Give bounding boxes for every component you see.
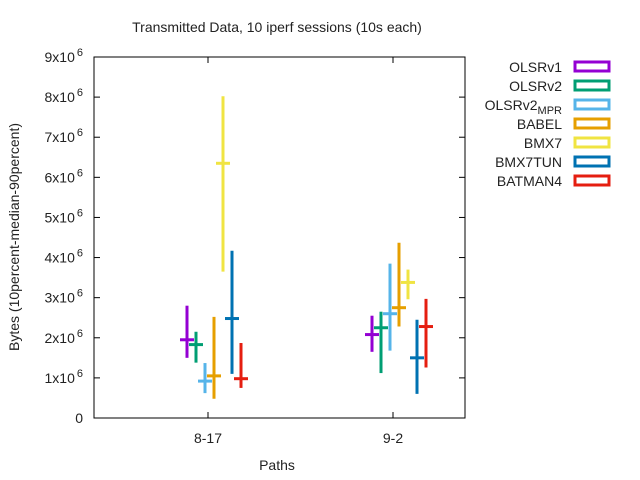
x-tick-label: 9-2 (383, 430, 403, 446)
legend-swatch (573, 174, 611, 187)
y-tick-label: 6x10 6 (45, 167, 83, 185)
legend-swatch (573, 117, 611, 130)
y-tick-label: 9x10 6 (45, 47, 83, 65)
y-axis-label: Bytes (10percent-median-90percent) (6, 123, 22, 351)
legend-label: BMX7TUN (495, 154, 562, 170)
series-layer (180, 96, 433, 399)
legend-swatch (573, 98, 611, 111)
legend-label: BATMAN4 (497, 173, 562, 189)
legend-label: OLSRv1 (509, 59, 562, 75)
y-tick-label: 2x10 6 (45, 328, 83, 346)
legend-label: BABEL (517, 116, 562, 132)
legend-label: BMX7 (524, 135, 562, 151)
y-axis: 0 1x10 6 2x10 6 3x10 6 4x10 6 5x10 6 6x10 6 7x10 6 8x10… (45, 47, 465, 426)
legend-swatch (573, 60, 611, 73)
y-tick-label: 3x10 6 (45, 288, 83, 306)
y-tick-label: 5x10 6 (45, 207, 83, 225)
y-tick-label: 4x10 6 (45, 248, 83, 266)
y-tick-label: 7x10 6 (45, 127, 83, 145)
y-tick-label: 8x10 6 (45, 87, 83, 105)
x-axis: 8-17 9-2 (194, 57, 403, 446)
y-tick-label: 0 (75, 410, 83, 426)
legend-swatch (573, 136, 611, 149)
chart-title: Transmitted Data, 10 iperf sessions (10s… (132, 19, 422, 35)
x-axis-label: Paths (259, 457, 295, 473)
plot-frame (93, 56, 466, 419)
legend-swatch (573, 79, 611, 92)
x-tick-label: 8-17 (194, 430, 222, 446)
legend-label: OLSRv2 (509, 78, 562, 94)
legend-swatch (573, 155, 611, 168)
legend-label: OLSRv2MPR (485, 97, 562, 117)
y-tick-label: 1x10 6 (45, 368, 83, 386)
